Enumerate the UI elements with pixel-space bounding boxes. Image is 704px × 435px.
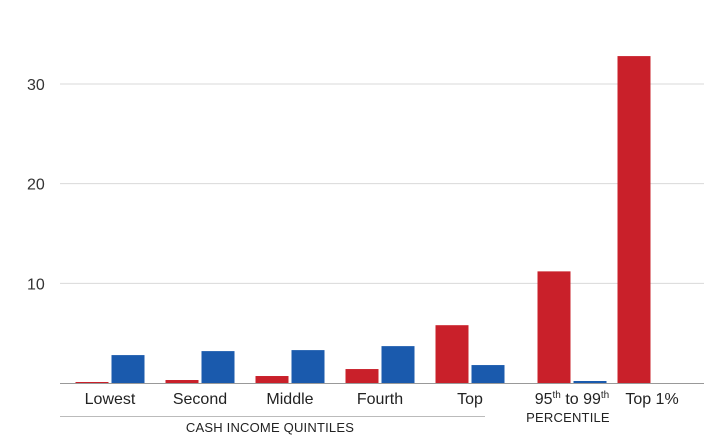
y-axis-tick-labels: 10 20 30 bbox=[27, 77, 45, 293]
category-label-4: Top bbox=[457, 391, 483, 408]
bar-blue-4 bbox=[471, 365, 505, 383]
y-tick-label-30: 30 bbox=[27, 77, 45, 94]
quintile-group-label: CASH INCOME QUINTILES bbox=[186, 420, 354, 435]
gridlines bbox=[60, 83, 704, 284]
category-label-1: Second bbox=[173, 391, 227, 408]
bar-red-0 bbox=[75, 382, 109, 383]
category-label-6: Top 1% bbox=[625, 391, 678, 408]
bar-red-3 bbox=[345, 369, 379, 383]
bar-blue-0 bbox=[111, 355, 145, 383]
category-labels: Lowest Second Middle Fourth Top 95th to 99th T… bbox=[85, 390, 679, 408]
percentile-group-label: PERCENTILE bbox=[526, 410, 610, 425]
bar-blue-1 bbox=[201, 351, 235, 383]
bar-red-2 bbox=[255, 376, 289, 383]
bar-blue-5 bbox=[573, 381, 607, 383]
bar-red-4 bbox=[435, 325, 469, 383]
bar-red-1 bbox=[165, 380, 199, 383]
bars bbox=[75, 56, 651, 384]
bar-red-6 bbox=[617, 56, 651, 384]
bar-red-5 bbox=[537, 271, 571, 383]
category-label-3: Fourth bbox=[357, 391, 403, 408]
category-label-0: Lowest bbox=[85, 391, 136, 408]
bar-blue-3 bbox=[381, 346, 415, 383]
bar-blue-2 bbox=[291, 350, 325, 383]
y-tick-label-20: 20 bbox=[27, 177, 45, 194]
category-label-5: 95th to 99th bbox=[535, 390, 610, 408]
category-label-2: Middle bbox=[266, 391, 313, 408]
y-tick-label-10: 10 bbox=[27, 276, 45, 293]
